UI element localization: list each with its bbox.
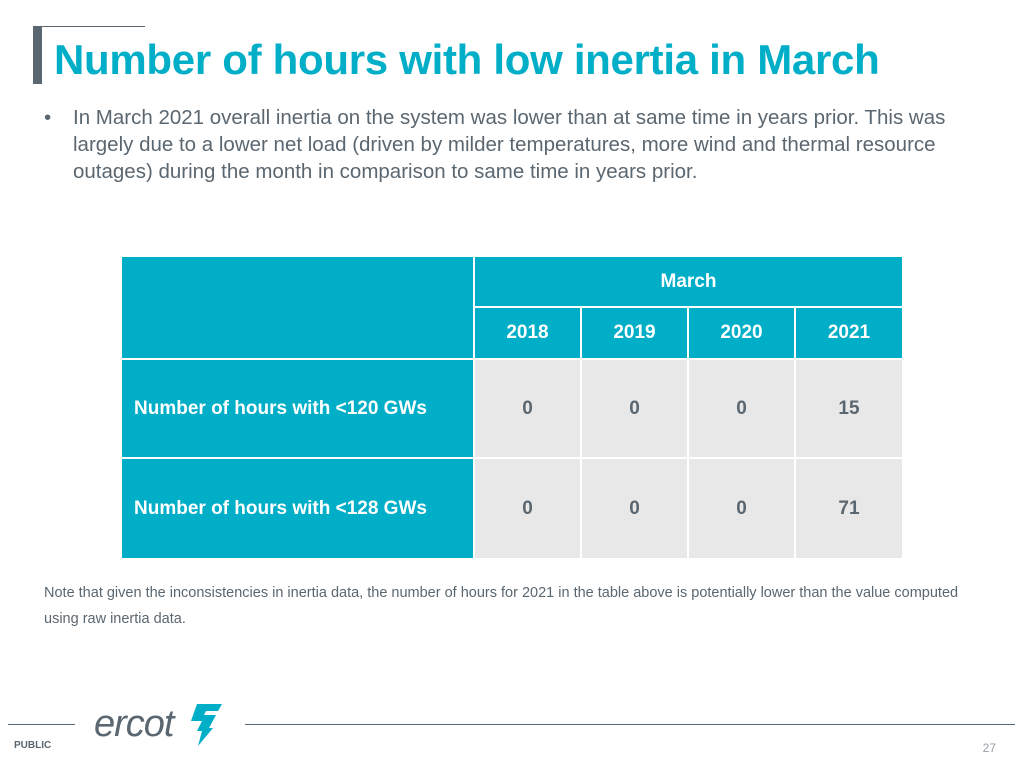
footnote: Note that given the inconsistencies in i… (44, 585, 959, 627)
year-header-2018: 2018 (475, 308, 580, 358)
table-cell: 0 (475, 459, 580, 558)
table-cell: 0 (582, 459, 687, 558)
table-cell: 0 (689, 459, 794, 558)
table-cell: 0 (582, 360, 687, 457)
slide-title: Number of hours with low inertia in Marc… (54, 36, 880, 83)
table-cell: 0 (689, 360, 794, 457)
table-cell: 71 (796, 459, 902, 558)
inertia-hours-table: March 2018 2019 2020 2021 Number of hour… (122, 257, 902, 558)
bullet-text: In March 2021 overall inertia on the sys… (73, 106, 946, 183)
table-group-header: March (475, 257, 902, 306)
logo-bolt-icon (191, 704, 222, 746)
title-accent-line (42, 26, 145, 27)
year-header-2019: 2019 (582, 308, 687, 358)
row-label-120: Number of hours with <120 GWs (122, 360, 473, 457)
title-accent-bar (33, 26, 42, 84)
footer-classification: PUBLIC (14, 740, 52, 751)
year-header-2020: 2020 (689, 308, 794, 358)
footer-divider-right (245, 724, 1015, 725)
table-corner-cell (122, 257, 473, 358)
row-label-128: Number of hours with <128 GWs (122, 459, 473, 558)
table-cell: 15 (796, 360, 902, 457)
page-number: 27 (982, 741, 996, 755)
logo-wordmark: ercot (94, 703, 176, 745)
bullet-dot: • (44, 106, 52, 129)
footer-divider-left (8, 724, 75, 725)
ercot-logo: ercot (94, 703, 222, 746)
table-cell: 0 (475, 360, 580, 457)
year-header-2021: 2021 (796, 308, 902, 358)
